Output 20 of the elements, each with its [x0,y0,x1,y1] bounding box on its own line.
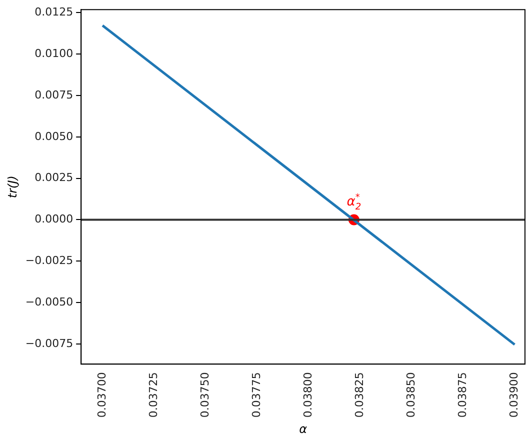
y-tick-label: 0.0100 [34,47,74,60]
x-tick-label: 0.03750 [198,372,212,418]
y-tick-label: −0.0025 [25,254,74,267]
y-tick-label: 0.0050 [34,130,74,143]
x-tick-label: 0.03825 [352,372,366,418]
x-tick-label: 0.03775 [250,372,263,418]
y-tick-label: −0.0050 [25,295,74,308]
y-tick-label: 0.0000 [34,212,74,226]
x-tick-label: 0.03725 [146,372,160,418]
y-tick-label: 0.0025 [34,171,74,184]
y-tick-label: −0.0075 [25,336,74,350]
x-axis-title: α [299,422,308,436]
y-axis-title: tr(J) [5,176,20,198]
x-tick-label: 0.03850 [404,372,418,418]
y-tick-label: 0.0075 [34,88,74,102]
x-tick-label: 0.03900 [508,372,521,418]
x-tick-label: 0.03800 [301,372,314,418]
x-tick-label: 0.03875 [456,372,470,418]
x-tick-label: 0.03700 [95,372,108,418]
y-tick-label: 0.0125 [34,6,74,19]
